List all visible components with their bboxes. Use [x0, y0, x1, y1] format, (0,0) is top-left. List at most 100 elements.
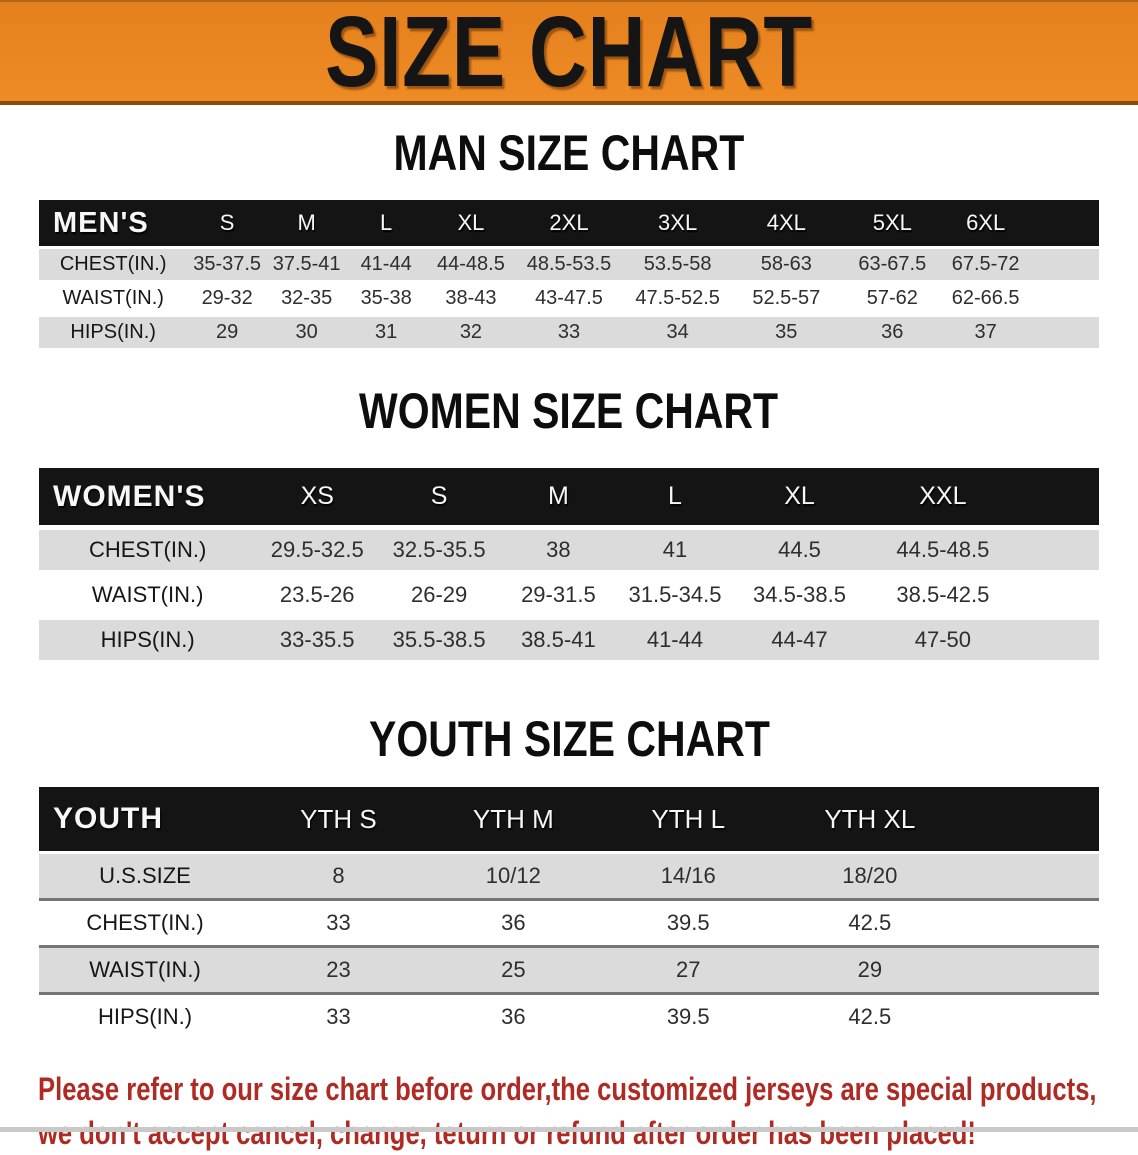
column-header-xxl: XXL: [865, 468, 1099, 525]
cell: 33: [515, 317, 622, 348]
column-header-5xl: 5XL: [839, 200, 946, 246]
cell: 47-50: [865, 620, 1099, 660]
row-label: CHEST(IN.): [39, 249, 188, 280]
column-header-yth-xl: YTH XL: [775, 787, 1099, 854]
cell: 47.5-52.5: [621, 283, 734, 314]
cell: 32: [425, 317, 516, 348]
column-header-yth-l: YTH L: [600, 787, 776, 854]
men-size-table: MEN'S S M L XL 2XL 3XL 4XL 5XL 6XL CHEST(IN.) 35-37…: [39, 197, 1099, 351]
cell: 41-44: [346, 249, 426, 280]
cell: 18/20: [775, 854, 1099, 898]
cell: 58-63: [733, 249, 840, 280]
table-row: U.S.SIZE 8 10/12 14/16 18/20: [39, 854, 1099, 898]
table-corner-label: MEN'S: [39, 200, 188, 246]
row-label: WAIST(IN.): [39, 575, 257, 615]
cell: 36: [425, 992, 601, 1039]
column-header-3xl: 3XL: [621, 200, 734, 246]
table-row: WAIST(IN.) 23.5-26 26-29 29-31.5 31.5-34.5 34…: [39, 575, 1099, 615]
cell: 38.5-41: [500, 620, 617, 660]
table-header-row: MEN'S S M L XL 2XL 3XL 4XL 5XL 6XL: [39, 200, 1099, 246]
cell: 32-35: [266, 283, 347, 314]
cell: 8: [251, 854, 426, 898]
page-title: SIZE CHART: [325, 0, 813, 108]
table-row: CHEST(IN.) 35-37.5 37.5-41 41-44 44-48.5 48.5…: [39, 249, 1099, 280]
column-header-m: M: [266, 200, 347, 246]
disclaimer-line-2-text: we don't accept cancel, change, teturn o…: [38, 1115, 976, 1151]
table-corner-label: WOMEN'S: [39, 468, 257, 525]
column-header-2xl: 2XL: [515, 200, 622, 246]
row-label: CHEST(IN.): [39, 898, 251, 945]
column-header-m: M: [500, 468, 617, 525]
cell: 41-44: [616, 620, 734, 660]
cell: 26-29: [378, 575, 501, 615]
cell: 37.5-41: [266, 249, 347, 280]
cell: 29-32: [187, 283, 267, 314]
cell: 38.5-42.5: [865, 575, 1099, 615]
cell: 39.5: [600, 992, 776, 1039]
section-men: MAN SIZE CHART MEN'S S M L XL 2XL 3XL 4XL 5XL 6XL…: [0, 127, 1138, 351]
cell: 44.5: [733, 530, 866, 570]
cell: 41: [616, 530, 734, 570]
row-label: U.S.SIZE: [39, 854, 251, 898]
banner: SIZE CHART: [0, 0, 1138, 105]
table-row: CHEST(IN.) 29.5-32.5 32.5-35.5 38 41 44.5 44.5…: [39, 530, 1099, 570]
cell: 35-38: [346, 283, 426, 314]
cell: 29: [187, 317, 267, 348]
row-label: WAIST(IN.): [39, 283, 188, 314]
cell: 42.5: [775, 992, 1099, 1039]
table-corner-label: YOUTH: [39, 787, 251, 854]
row-label: CHEST(IN.): [39, 530, 257, 570]
cell: 23: [251, 945, 426, 992]
cell: 36: [839, 317, 946, 348]
cell: 44.5-48.5: [865, 530, 1099, 570]
column-header-xs: XS: [256, 468, 379, 525]
cell: 29: [775, 945, 1099, 992]
disclaimer-line-1-text: Please refer to our size chart before or…: [38, 1071, 1097, 1107]
cell: 10/12: [425, 854, 601, 898]
youth-section-heading-text: YOUTH SIZE CHART: [368, 711, 770, 767]
cell: 30: [266, 317, 347, 348]
disclaimer-line-2: we don't accept cancel, change, teturn o…: [38, 1111, 1100, 1155]
column-header-4xl: 4XL: [733, 200, 840, 246]
cell: 34: [621, 317, 734, 348]
cell: 35: [733, 317, 840, 348]
cell: 57-62: [839, 283, 946, 314]
cell: 31: [346, 317, 426, 348]
youth-size-table: YOUTH YTH S YTH M YTH L YTH XL U.S.SIZE 8 10/12…: [39, 787, 1099, 1039]
cell: 38-43: [425, 283, 516, 314]
disclaimer: Please refer to our size chart before or…: [0, 1067, 1138, 1155]
table-row: WAIST(IN.) 29-32 32-35 35-38 38-43 43-47.5 47.…: [39, 283, 1099, 314]
cell: 33-35.5: [256, 620, 379, 660]
image-bottom-edge: [0, 1127, 1138, 1132]
cell: 37: [945, 317, 1099, 348]
disclaimer-line-1: Please refer to our size chart before or…: [38, 1067, 1100, 1111]
women-size-table: WOMEN'S XS S M L XL XXL CHEST(IN.) 29.5-32.5 32.5…: [39, 463, 1099, 665]
column-header-xl: XL: [733, 468, 866, 525]
cell: 29-31.5: [500, 575, 617, 615]
cell: 34.5-38.5: [733, 575, 866, 615]
row-label: HIPS(IN.): [39, 317, 188, 348]
row-label: WAIST(IN.): [39, 945, 251, 992]
cell: 39.5: [600, 898, 776, 945]
cell: 31.5-34.5: [616, 575, 734, 615]
cell: 42.5: [775, 898, 1099, 945]
column-header-yth-m: YTH M: [425, 787, 601, 854]
women-section-heading-text: WOMEN SIZE CHART: [359, 383, 779, 439]
cell: 25: [425, 945, 601, 992]
cell: 48.5-53.5: [515, 249, 622, 280]
cell: 63-67.5: [839, 249, 946, 280]
column-header-s: S: [187, 200, 267, 246]
table-row: CHEST(IN.) 33 36 39.5 42.5: [39, 898, 1099, 945]
cell: 23.5-26: [256, 575, 379, 615]
table-row: HIPS(IN.) 29 30 31 32 33 34 35 36 37: [39, 317, 1099, 348]
youth-section-heading: YOUTH SIZE CHART: [39, 713, 1099, 765]
column-header-l: L: [616, 468, 734, 525]
cell: 62-66.5: [945, 283, 1099, 314]
column-header-s: S: [378, 468, 501, 525]
cell: 32.5-35.5: [378, 530, 501, 570]
table-header-row: WOMEN'S XS S M L XL XXL: [39, 468, 1099, 525]
cell: 44-48.5: [425, 249, 516, 280]
cell: 53.5-58: [621, 249, 734, 280]
table-row: HIPS(IN.) 33-35.5 35.5-38.5 38.5-41 41-44 44-…: [39, 620, 1099, 660]
section-women: WOMEN SIZE CHART WOMEN'S XS S M L XL XXL CHEST(…: [0, 385, 1138, 665]
